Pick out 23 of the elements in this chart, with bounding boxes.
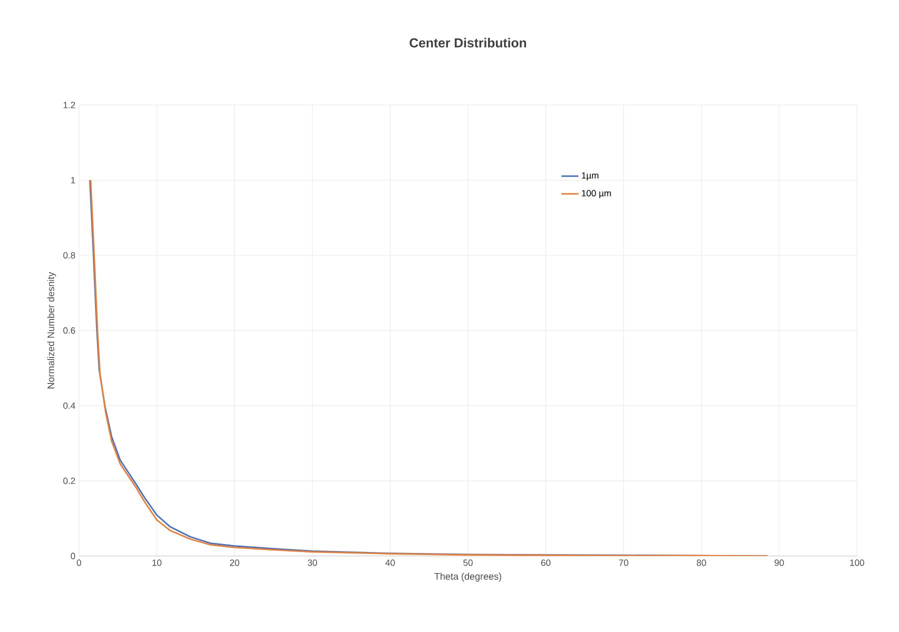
x-tick-label: 100: [850, 560, 864, 566]
y-tick-label: 0.8: [63, 252, 76, 259]
y-tick-label: 0: [70, 552, 76, 560]
y-tick-label: 0.4: [63, 402, 76, 409]
y-tick-label: 1.2: [64, 102, 76, 108]
legend-label: 1µm: [582, 172, 598, 180]
y-tick-label: 0.6: [63, 327, 76, 334]
y-tick-label: 1: [71, 177, 76, 184]
x-tick-label: 20: [230, 560, 240, 566]
x-tick-label: 40: [385, 560, 395, 566]
x-tick-label: 70: [619, 560, 628, 566]
x-axis-title: Theta (degrees): [434, 572, 502, 582]
x-tick-label: 30: [308, 560, 318, 566]
x-tick-label: 0: [76, 560, 82, 566]
x-tick-label: 90: [774, 560, 784, 566]
y-axis-title: Normalized Number desnity: [47, 272, 56, 388]
y-tick-label: 0.2: [63, 478, 76, 484]
x-tick-label: 60: [541, 560, 550, 566]
x-tick-label: 80: [696, 560, 706, 566]
x-tick-label: 50: [463, 560, 473, 566]
legend-label: 100 µm: [582, 190, 611, 198]
chart-title: Center Distribution: [410, 38, 526, 48]
x-tick-label: 10: [152, 560, 162, 566]
